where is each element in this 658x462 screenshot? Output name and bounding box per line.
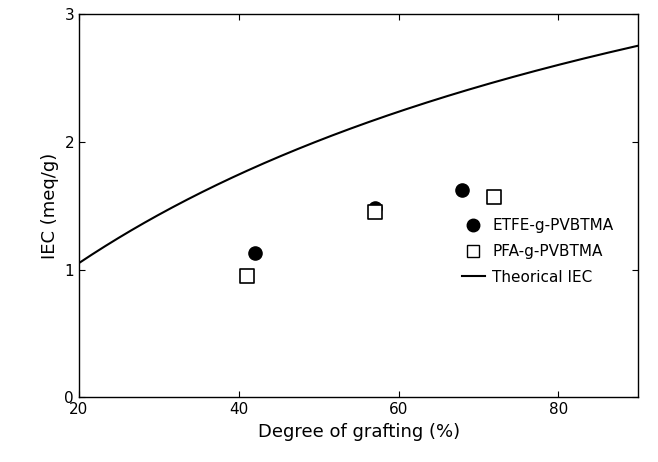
Legend: ETFE-g-PVBTMA, PFA-g-PVBTMA, Theorical IEC: ETFE-g-PVBTMA, PFA-g-PVBTMA, Theorical I… [455, 213, 619, 291]
Point [457, 187, 468, 194]
X-axis label: Degree of grafting (%): Degree of grafting (%) [257, 423, 460, 441]
Point [241, 272, 252, 280]
Point [369, 205, 380, 212]
Point [249, 249, 260, 256]
Point [369, 208, 380, 216]
Point [489, 193, 499, 201]
Y-axis label: IEC (meq/g): IEC (meq/g) [41, 152, 59, 259]
